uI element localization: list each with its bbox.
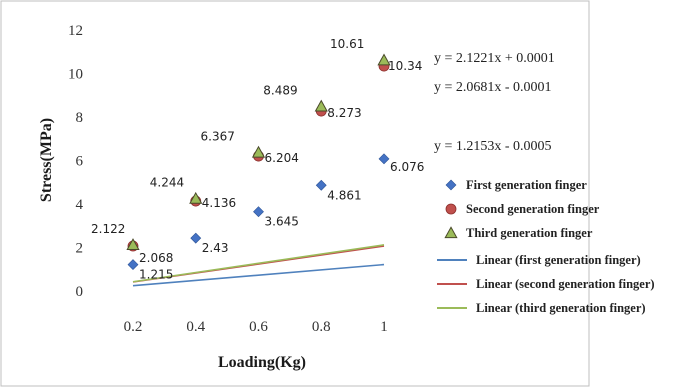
first-gen-point [315,179,327,191]
legend-marker [444,226,458,239]
first-gen-point [190,232,202,244]
y-tick-label: 6 [76,154,84,170]
legend-marker [445,179,457,191]
third-gen-point [377,53,391,66]
third-gen-point [126,238,140,250]
data-label: 1.215 [139,268,173,282]
trend-line [132,263,385,287]
trend-equation: y = 2.1221x + 0.0001 [434,51,555,66]
legend-label: Linear (first generation finger) [476,253,641,267]
x-axis-title: Loading(Kg) [218,354,306,371]
trend-equation: y = 1.2153x - 0.0005 [434,139,552,154]
third-gen-point [189,191,203,204]
data-label: 10.34 [388,59,422,73]
data-label: 6.204 [265,151,299,165]
legend: First generation finger Second generation… [437,178,655,315]
x-tick-label: 1 [380,319,388,335]
axes: 0 2 4 6 8 10 12 0.2 0.4 0.6 0.8 1 [68,23,388,335]
legend-label: First generation finger [466,178,587,192]
y-axis-title: Stress(MPa) [38,118,55,202]
y-tick-label: 0 [76,284,84,300]
first-gen-point [127,259,139,270]
legend-label: Third generation finger [466,226,593,240]
legend-label: Second generation finger [466,202,600,216]
y-tick-label: 2 [76,241,84,257]
data-labels: 1.215 2.43 3.645 4.861 6.076 2.068 4.136 6.204 8… [91,37,424,281]
x-tick-label: 0.6 [249,319,268,335]
trend-equation: y = 2.0681x - 0.0001 [434,80,552,95]
x-tick-label: 0.8 [312,319,331,335]
y-tick-label: 10 [68,67,83,83]
data-label: 4.136 [202,196,236,210]
markers [126,53,391,270]
trend-line [132,244,385,283]
legend-label: Linear (third generation finger) [476,301,646,315]
trend-lines [132,244,385,287]
data-label: 2.43 [202,241,229,255]
third-gen-point [314,99,328,112]
data-label: 8.489 [263,83,297,97]
data-label: 8.273 [327,106,361,120]
y-tick-label: 8 [76,110,84,126]
chart-frame [0,0,590,387]
data-label: 2.122 [91,222,125,236]
legend-marker [445,203,457,215]
y-tick-label: 12 [68,23,83,39]
x-tick-label: 0.2 [124,319,143,335]
data-label: 6.367 [201,130,235,144]
data-label: 4.861 [327,188,361,202]
equations: y = 1.2153x - 0.0005 y = 2.0681x - 0.0001… [434,51,555,154]
data-label: 10.61 [330,37,364,51]
legend-label: Linear (second generation finger) [476,277,655,291]
data-label: 4.244 [150,176,184,190]
first-gen-point [378,153,390,165]
x-tick-label: 0.4 [186,319,205,335]
data-label: 3.645 [265,215,299,229]
data-label: 2.068 [139,251,173,265]
first-gen-point [253,206,264,218]
y-tick-label: 4 [76,197,84,213]
data-label: 6.076 [390,160,424,174]
third-gen-point [251,145,266,158]
